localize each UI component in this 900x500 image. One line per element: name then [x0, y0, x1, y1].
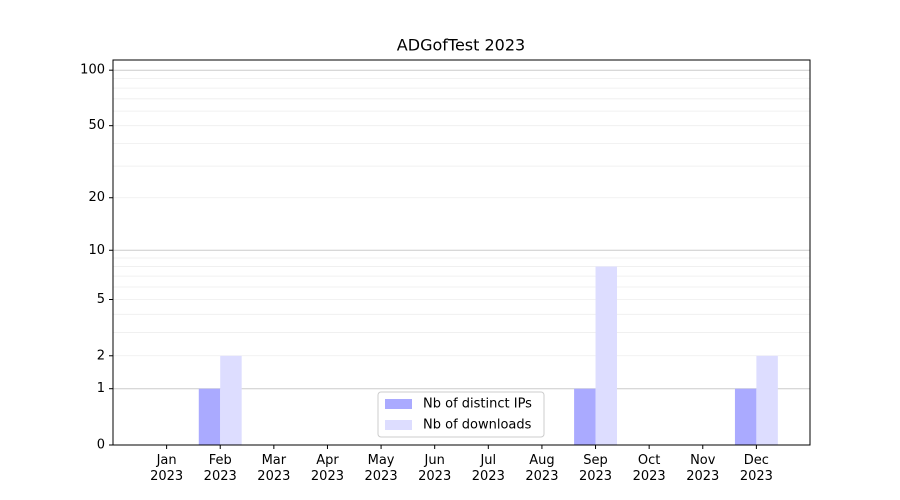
- legend-swatch: [385, 420, 412, 430]
- x-tick-label: May 2023: [364, 453, 398, 484]
- bar: [220, 355, 242, 445]
- x-tick-label: Feb 2023: [203, 453, 237, 484]
- bar: [734, 388, 757, 445]
- bar: [574, 388, 596, 445]
- x-tick-label: Jun 2023: [418, 453, 452, 484]
- bar: [198, 388, 221, 445]
- x-tick-label: Nov 2023: [686, 453, 720, 484]
- legend-label: Nb of downloads: [423, 418, 532, 433]
- x-tick-label: Apr 2023: [310, 453, 344, 484]
- x-tick-label: Sep 2023: [578, 453, 613, 484]
- bar: [595, 266, 617, 445]
- x-tick-label: Mar 2023: [257, 453, 291, 484]
- axes-frame: [112, 59, 811, 446]
- y-tick-label: 10: [88, 243, 105, 258]
- y-tick-label: 20: [88, 190, 105, 205]
- x-tick-label: Aug 2023: [525, 453, 559, 484]
- legend-swatch: [385, 399, 412, 409]
- x-tick-label: Jul 2023: [471, 453, 505, 484]
- x-tick-label: Dec 2023: [739, 453, 773, 484]
- y-tick-label: 5: [97, 292, 105, 307]
- x-tick-label: Jan 2023: [150, 453, 184, 484]
- legend-label: Nb of distinct IPs: [423, 397, 532, 412]
- x-tick-label: Oct 2023: [632, 453, 666, 484]
- y-tick-label: 0: [97, 438, 105, 453]
- legend-box: [377, 391, 545, 438]
- bar: [756, 355, 778, 445]
- y-tick-label: 100: [80, 63, 105, 78]
- y-tick-label: 50: [88, 118, 105, 133]
- y-tick-label: 1: [97, 381, 105, 396]
- y-tick-label: 2: [97, 348, 105, 363]
- chart-title: ADGofTest 2023: [397, 36, 525, 55]
